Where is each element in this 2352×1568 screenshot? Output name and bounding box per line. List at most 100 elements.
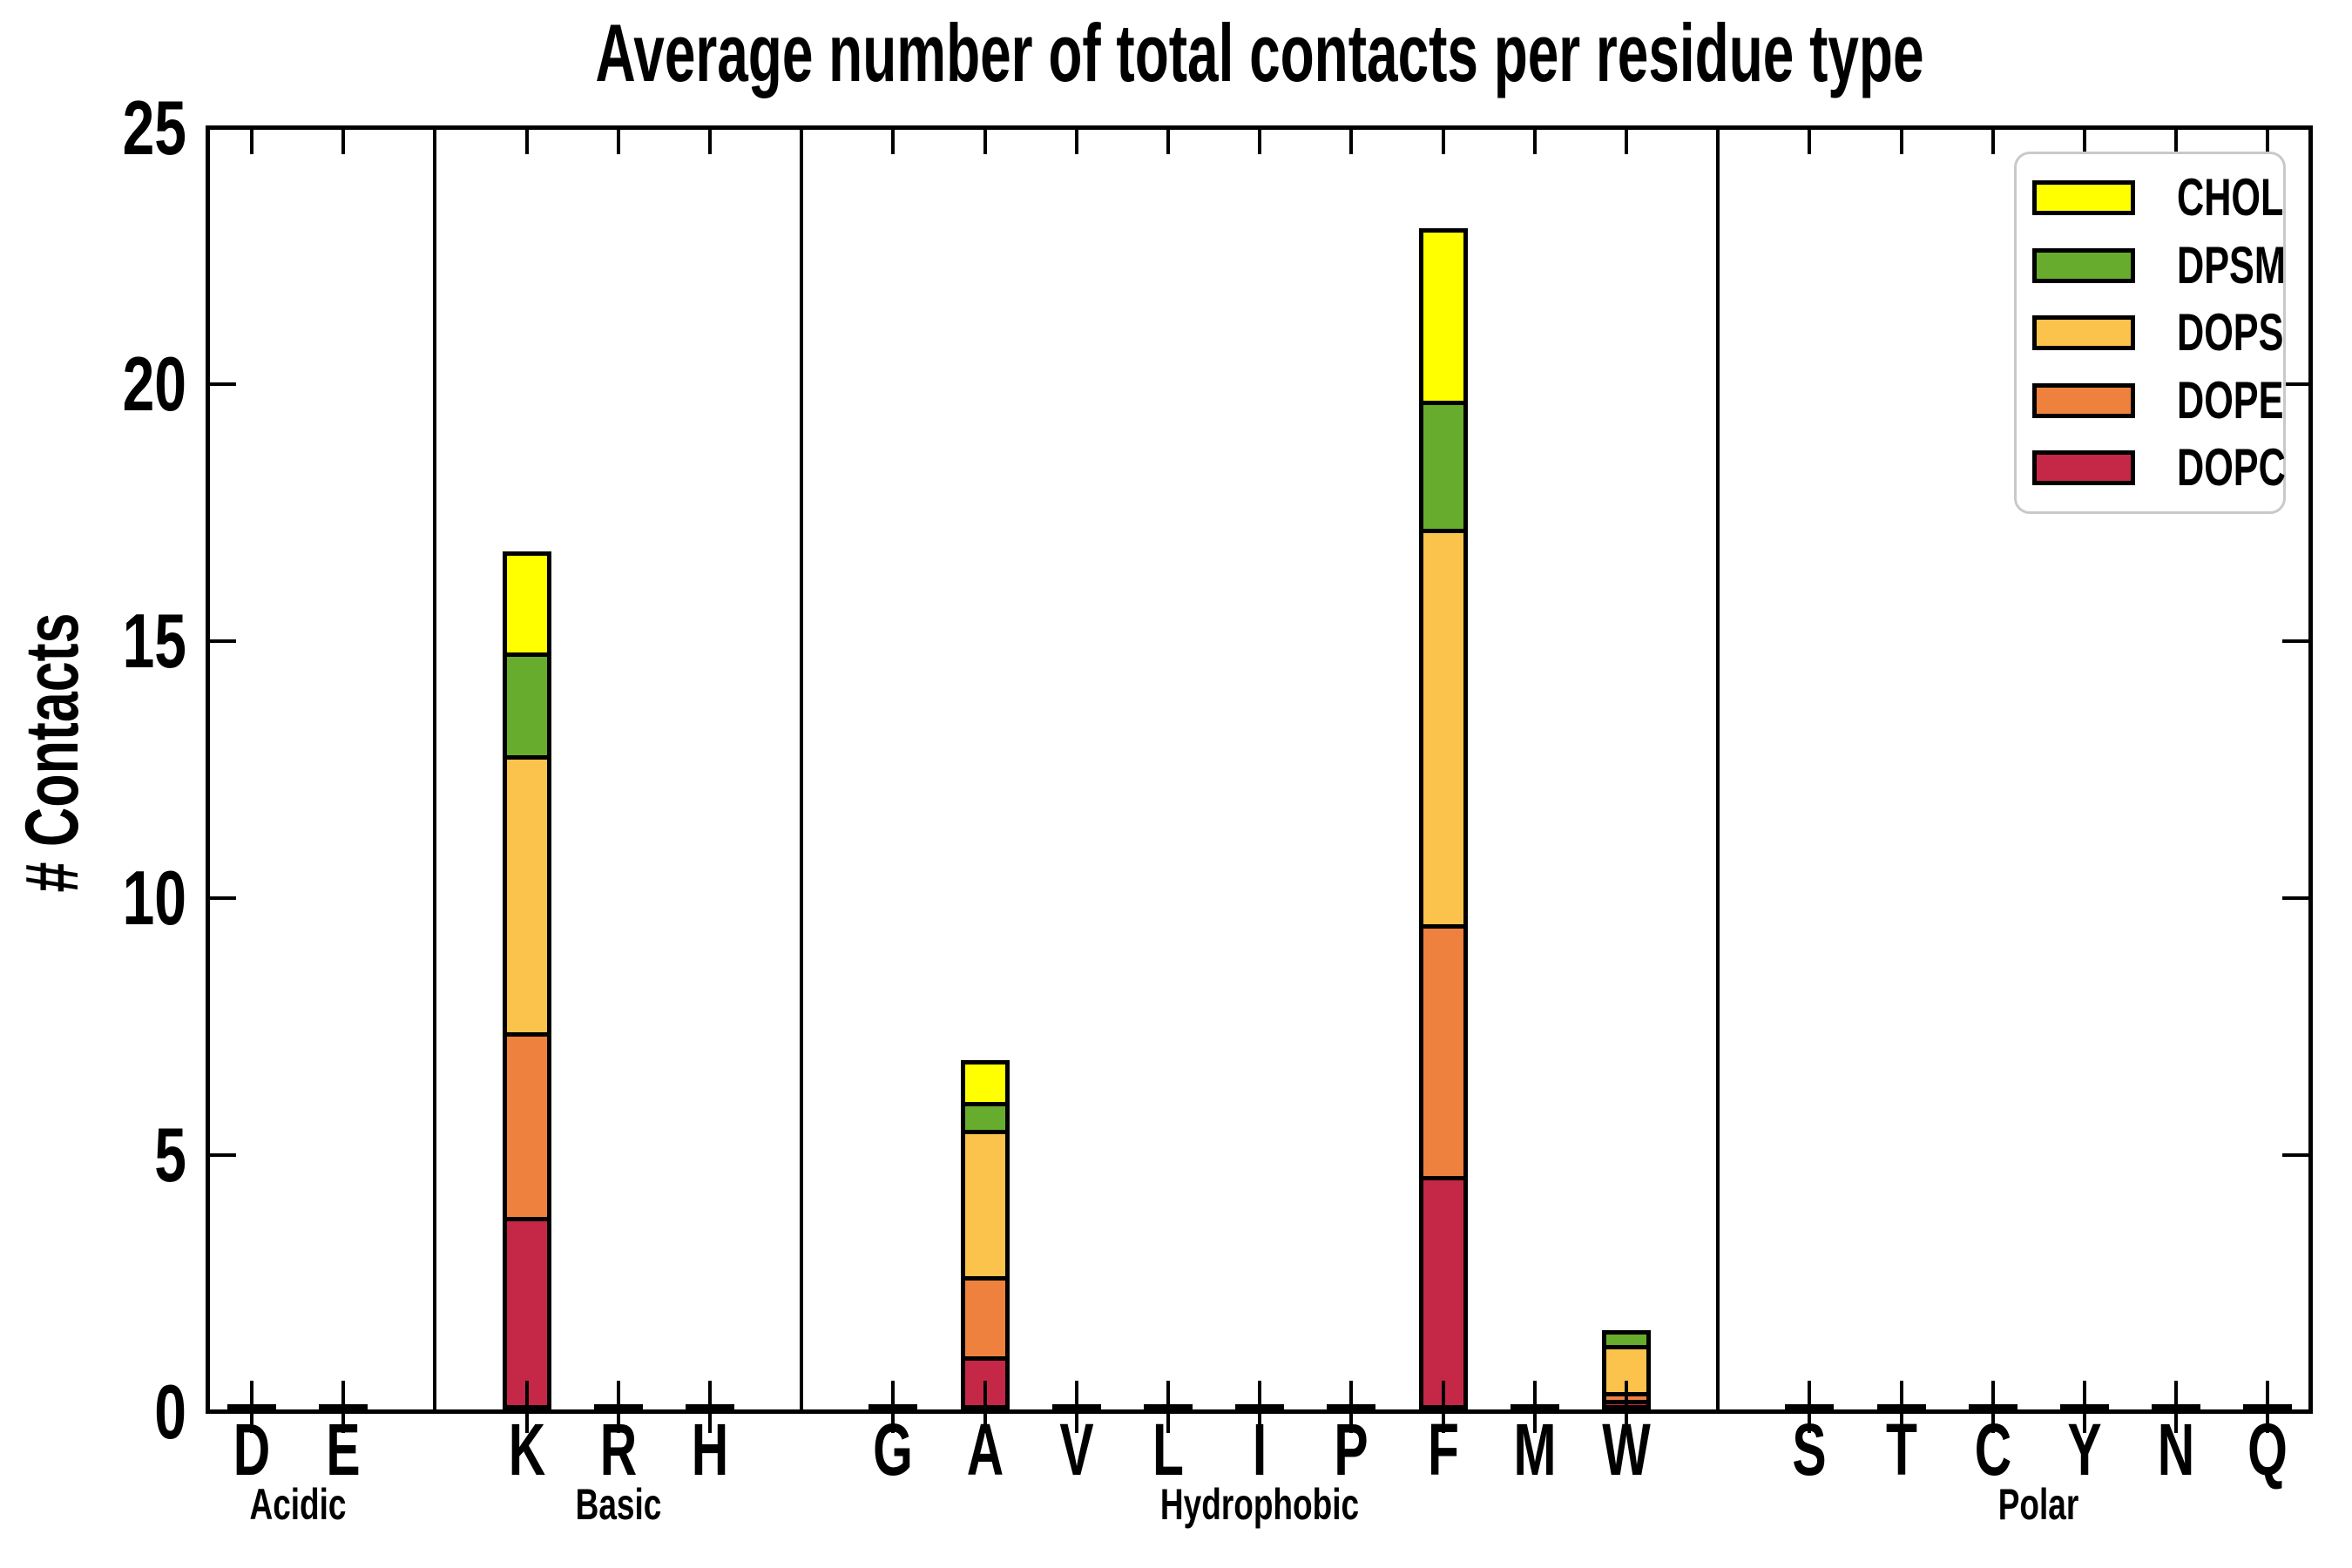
x-tick-top-L: [1166, 130, 1170, 154]
x-tick-top-V: [1074, 130, 1078, 154]
x-tick-R: [616, 1381, 620, 1433]
x-tick-P: [1349, 1381, 1354, 1433]
bar-F-segment-DOPS: [1423, 526, 1463, 927]
x-tick-top-N: [2174, 130, 2179, 154]
x-tick-V: [1074, 1381, 1078, 1433]
x-tick-top-A: [983, 130, 987, 154]
bar-F-divider-DOPE: [1423, 924, 1463, 929]
y-tick-label-15: 15: [122, 598, 186, 685]
bar-W-segment-DPSM: [1606, 1335, 1646, 1348]
bar-K-divider-DOPC: [506, 1217, 547, 1222]
legend-swatch-dope: [2032, 382, 2135, 418]
x-tick-F: [1441, 1381, 1445, 1433]
bar-F-segment-DOPE: [1423, 922, 1463, 1179]
legend-swatch-dpsm: [2032, 247, 2135, 283]
y-tick-right-15: [2282, 639, 2308, 644]
bar-K-segment-CHOL: [506, 556, 547, 655]
x-tick-top-M: [1532, 130, 1537, 154]
bar-A-divider-DOPE: [964, 1276, 1005, 1281]
x-tick-C: [1990, 1381, 1995, 1433]
x-tick-top-I: [1258, 130, 1262, 154]
x-tick-top-H: [708, 130, 712, 154]
x-tick-top-R: [616, 130, 620, 154]
bar-F: [1418, 227, 1468, 1409]
y-tick-right-20: [2282, 382, 2308, 387]
legend-swatch-dopc: [2032, 450, 2135, 485]
x-tick-top-G: [891, 130, 896, 154]
x-tick-I: [1258, 1381, 1262, 1433]
y-tick-right-10: [2282, 896, 2308, 900]
bar-W-divider-DOPS: [1606, 1344, 1646, 1349]
x-tick-M: [1532, 1381, 1537, 1433]
y-tick-right-5: [2282, 1152, 2308, 1157]
y-tick-label-10: 10: [122, 854, 186, 941]
x-tick-top-Y: [2083, 130, 2086, 154]
bar-K: [502, 551, 551, 1409]
legend-label-chol: CHOL: [2177, 168, 2284, 226]
x-tick-top-T: [1899, 130, 1903, 154]
group-label-basic: Basic: [575, 1480, 662, 1529]
group-label-hydrophobic: Hydrophobic: [1160, 1480, 1360, 1529]
bar-F-divider-DOPS: [1423, 529, 1463, 534]
bar-A-divider-DOPS: [964, 1130, 1005, 1135]
x-tick-K: [524, 1381, 529, 1433]
chart-title: Average number of total contacts per res…: [595, 7, 1924, 98]
x-tick-Q: [2266, 1381, 2270, 1433]
legend-swatch-dops: [2032, 315, 2135, 350]
bar-F-segment-CHOL: [1423, 232, 1463, 403]
bar-K-divider-DPSM: [506, 652, 547, 657]
bar-F-divider-DPSM: [1423, 400, 1463, 405]
bar-K-segment-DOPS: [506, 753, 547, 1035]
legend-item-dops: DOPS: [2032, 307, 2283, 359]
x-tick-N: [2174, 1381, 2179, 1433]
x-tick-top-F: [1441, 130, 1445, 154]
y-tick-label-0: 0: [154, 1368, 186, 1455]
legend-item-chol: CHOL: [2032, 172, 2283, 224]
group-label-polar: Polar: [1998, 1480, 2079, 1529]
legend-item-dope: DOPE: [2032, 370, 2284, 429]
x-tick-S: [1808, 1381, 1812, 1433]
group-separator-1: [800, 130, 804, 1409]
group-separator-2: [1716, 130, 1720, 1409]
group-label-acidic: Acidic: [249, 1480, 347, 1529]
x-tick-top-P: [1349, 130, 1354, 154]
x-tick-top-D: [250, 130, 253, 154]
y-tick-label-20: 20: [122, 341, 186, 428]
x-tick-E: [341, 1381, 346, 1433]
legend-item-dopc: DOPC: [2032, 438, 2286, 497]
bar-K-segment-DPSM: [506, 650, 547, 758]
x-tick-top-S: [1808, 130, 1812, 154]
x-tick-H: [708, 1381, 712, 1433]
x-tick-T: [1899, 1381, 1903, 1433]
y-tick-left-5: [210, 1152, 236, 1157]
bar-K-divider-DOPE: [506, 1032, 547, 1037]
y-tick-left-15: [210, 639, 236, 644]
bar-A: [960, 1060, 1010, 1409]
legend: CHOL DPSM DOPS DOPE DOPC: [2014, 152, 2286, 514]
legend-item-dpsm: DPSM: [2032, 235, 2286, 294]
legend-label-dope: DOPE: [2177, 370, 2284, 429]
x-tick-L: [1166, 1381, 1170, 1433]
legend-swatch-chol: [2032, 180, 2135, 215]
bar-A-divider-DOPC: [964, 1355, 1005, 1361]
x-tick-W: [1625, 1381, 1628, 1433]
bar-A-segment-DOPE: [964, 1274, 1005, 1359]
x-tick-label-I: I: [1253, 1409, 1267, 1490]
bar-F-segment-DPSM: [1423, 398, 1463, 531]
x-tick-top-E: [341, 130, 346, 154]
y-tick-label-25: 25: [122, 84, 186, 171]
x-tick-Y: [2083, 1381, 2086, 1433]
x-tick-A: [983, 1381, 987, 1433]
bar-F-divider-DOPC: [1423, 1176, 1463, 1181]
legend-label-dpsm: DPSM: [2177, 235, 2286, 294]
y-tick-label-5: 5: [154, 1111, 186, 1198]
bar-A-divider-DPSM: [964, 1101, 1005, 1106]
x-tick-D: [250, 1381, 253, 1433]
bar-K-segment-DOPC: [506, 1214, 547, 1405]
legend-label-dops: DOPS: [2177, 303, 2284, 362]
bar-K-divider-DOPS: [506, 754, 547, 760]
legend-label-dopc: DOPC: [2177, 438, 2286, 497]
x-tick-G: [891, 1381, 896, 1433]
bar-F-segment-DOPC: [1423, 1173, 1463, 1405]
